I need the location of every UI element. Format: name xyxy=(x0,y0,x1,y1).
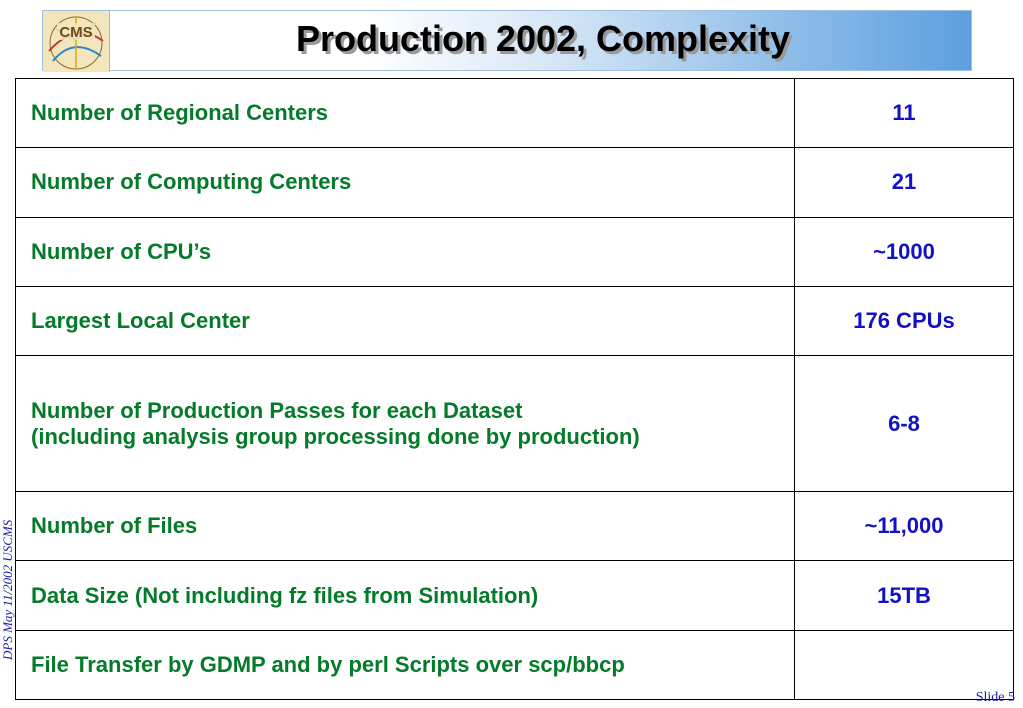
row-value xyxy=(794,629,1014,701)
table-row: Data Size (Not including fz files from S… xyxy=(15,560,1014,631)
title-bar: CMS Production 2002, Complexity xyxy=(42,10,972,72)
row-label-line: (including analysis group processing don… xyxy=(31,423,640,449)
table-row: Number of CPU’s ~1000 xyxy=(15,216,1014,287)
row-value: ~11,000 xyxy=(794,491,1014,562)
row-value: 11 xyxy=(794,77,1014,149)
page-title: Production 2002, Complexity xyxy=(295,18,791,59)
row-value: 15TB xyxy=(794,560,1014,631)
table-row: Number of Files ~11,000 xyxy=(15,491,1014,562)
row-label: Number of Files xyxy=(15,491,795,562)
side-note: DPS May 11/2002 USCMS xyxy=(0,519,15,660)
row-label: Number of Production Passes for each Dat… xyxy=(15,355,795,493)
cms-logo: CMS xyxy=(43,11,110,72)
row-label: Number of Computing Centers xyxy=(15,147,795,218)
row-value: 176 CPUs xyxy=(794,285,1014,357)
row-label: Data Size (Not including fz files from S… xyxy=(15,560,795,631)
row-label: Number of CPU’s xyxy=(15,216,795,287)
table-row: Largest Local Center 176 CPUs xyxy=(15,285,1014,357)
row-value: 6-8 xyxy=(794,355,1014,493)
table-row: Number of Regional Centers 11 xyxy=(15,77,1014,149)
row-label: Number of Regional Centers xyxy=(15,77,795,149)
row-value: ~1000 xyxy=(794,216,1014,287)
row-value: 21 xyxy=(794,147,1014,218)
row-label: Largest Local Center xyxy=(15,285,795,357)
table-row: File Transfer by GDMP and by perl Script… xyxy=(15,629,1014,701)
table-row: Number of Computing Centers 21 xyxy=(15,147,1014,218)
slide-number: Slide 5 xyxy=(975,690,1015,705)
logo-text: CMS xyxy=(59,24,92,41)
row-label: File Transfer by GDMP and by perl Script… xyxy=(15,629,795,701)
complexity-table: Number of Regional Centers 11 Number of … xyxy=(15,77,1014,701)
table-row: Number of Production Passes for each Dat… xyxy=(15,355,1014,493)
row-label-line: Number of Production Passes for each Dat… xyxy=(31,397,523,423)
